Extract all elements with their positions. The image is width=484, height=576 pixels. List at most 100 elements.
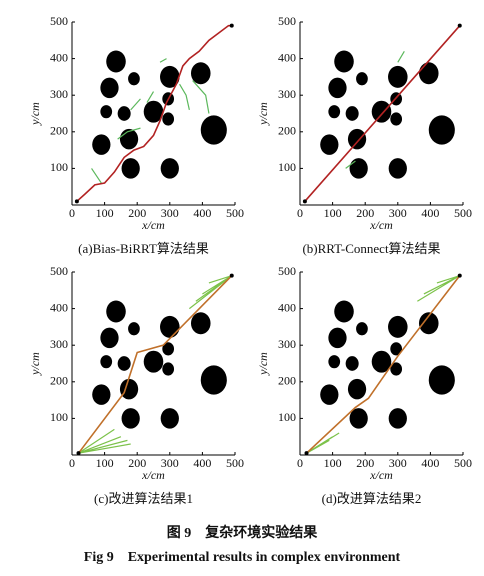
obstacle	[371, 100, 392, 123]
obstacle	[162, 362, 175, 376]
path-line	[76, 24, 232, 202]
obstacle	[345, 356, 359, 371]
obstacle	[390, 362, 403, 376]
obstacle	[390, 112, 403, 126]
obstacle	[328, 105, 341, 119]
obstacle	[128, 322, 140, 336]
endpoint	[302, 199, 307, 204]
y-tick-label: 200	[278, 374, 296, 388]
obstacle	[121, 158, 140, 179]
obstacle	[160, 158, 179, 179]
y-tick-label: 200	[50, 124, 68, 138]
obstacle	[334, 300, 354, 323]
obstacle	[190, 62, 211, 85]
endpoint	[457, 273, 462, 278]
obstacle	[92, 384, 111, 405]
obstacle	[388, 65, 408, 88]
y-tick-label: 500	[278, 14, 296, 28]
y-tick-label: 400	[278, 300, 296, 314]
obstacle	[143, 350, 164, 373]
x-tick-label: 100	[96, 456, 114, 470]
obstacle	[143, 100, 164, 123]
x-tick-label: 200	[128, 456, 146, 470]
x-tick-label: 500	[454, 206, 472, 220]
endpoint	[229, 273, 234, 278]
endpoint	[74, 199, 79, 204]
x-tick-label: 0	[69, 456, 75, 470]
x-tick-label: 400	[193, 206, 211, 220]
subplot-caption: (b)RRT-Connect算法结果	[302, 241, 440, 256]
path-line	[78, 275, 233, 454]
obstacle	[100, 105, 113, 119]
y-axis-label: y/cm	[256, 102, 270, 126]
x-tick-label: 200	[356, 206, 374, 220]
obstacle	[117, 106, 131, 121]
obstacle	[347, 128, 367, 150]
obstacle	[371, 350, 392, 373]
obstacle	[328, 77, 347, 99]
obstacle	[418, 312, 439, 335]
obstacle	[347, 378, 367, 400]
y-axis-label: y/cm	[256, 352, 270, 376]
x-tick-label: 500	[454, 456, 472, 470]
obstacle	[160, 65, 180, 88]
obstacle	[100, 355, 113, 369]
y-tick-label: 100	[278, 410, 296, 424]
y-axis-label: y/cm	[28, 102, 42, 126]
x-tick-label: 400	[193, 456, 211, 470]
x-tick-label: 200	[128, 206, 146, 220]
y-tick-label: 300	[278, 337, 296, 351]
y-tick-label: 500	[50, 264, 68, 278]
y-tick-label: 400	[50, 50, 68, 64]
y-tick-label: 100	[50, 160, 68, 174]
x-tick-label: 400	[421, 206, 439, 220]
y-tick-label: 100	[50, 410, 68, 424]
obstacle	[345, 106, 359, 121]
endpoint	[304, 451, 309, 456]
subplot-caption: (a)Bias-BiRRT算法结果	[78, 241, 209, 256]
obstacle	[356, 72, 368, 86]
x-axis-label: x/cm	[369, 218, 393, 232]
obstacle	[200, 365, 227, 395]
path-line	[304, 25, 461, 202]
obstacle	[388, 315, 408, 338]
x-axis-label: x/cm	[141, 468, 165, 482]
obstacle	[92, 134, 111, 155]
obstacle	[160, 408, 179, 429]
y-tick-label: 400	[50, 300, 68, 314]
obstacle	[418, 62, 439, 85]
path-line	[305, 275, 461, 454]
y-tick-label: 400	[278, 50, 296, 64]
y-axis-label: y/cm	[28, 352, 42, 376]
obstacle	[121, 408, 140, 429]
obstacle	[349, 408, 368, 429]
path-line	[306, 275, 461, 454]
obstacle	[162, 112, 175, 126]
obstacle	[200, 115, 227, 145]
x-axis-label: x/cm	[141, 218, 165, 232]
obstacle	[320, 384, 339, 405]
obstacle	[119, 378, 139, 400]
y-tick-label: 200	[278, 124, 296, 138]
y-tick-label: 300	[50, 337, 68, 351]
x-tick-label: 300	[161, 456, 179, 470]
x-tick-label: 100	[96, 206, 114, 220]
obstacle	[160, 315, 180, 338]
obstacle	[328, 327, 347, 349]
obstacle	[388, 158, 407, 179]
y-tick-label: 200	[50, 374, 68, 388]
path-line	[345, 50, 405, 169]
obstacle	[390, 342, 403, 356]
path-line	[77, 275, 233, 454]
obstacle	[106, 50, 126, 73]
obstacle	[349, 158, 368, 179]
obstacle	[428, 115, 455, 145]
obstacle	[356, 322, 368, 336]
path-line	[91, 58, 210, 184]
endpoint	[76, 451, 81, 456]
obstacle	[328, 355, 341, 369]
x-tick-label: 400	[421, 456, 439, 470]
x-tick-label: 0	[297, 206, 303, 220]
caption-en: Fig 9 Experimental results in complex en…	[84, 550, 401, 565]
y-tick-label: 300	[50, 87, 68, 101]
